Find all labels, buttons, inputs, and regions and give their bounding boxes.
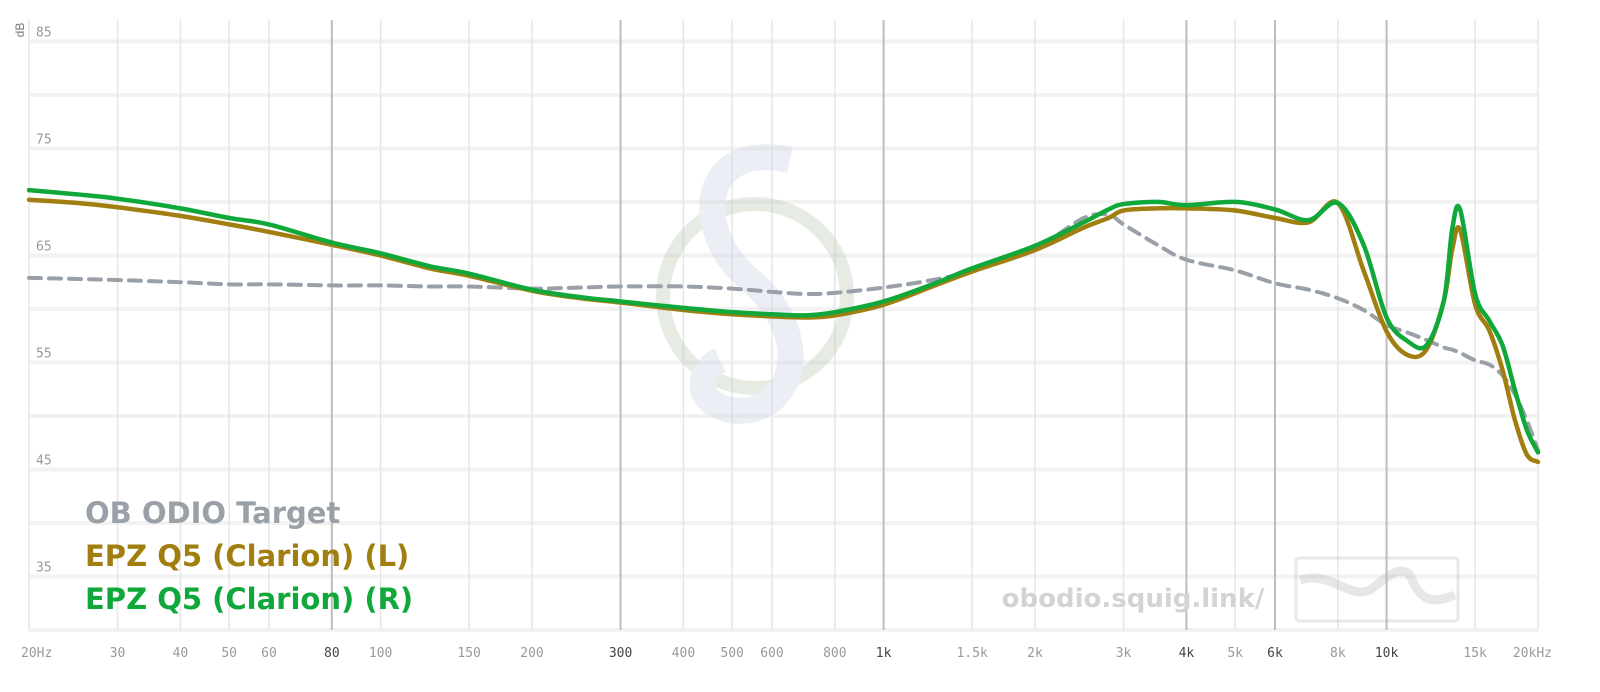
- x-tick-label: 60: [261, 646, 277, 661]
- y-tick-label: 45: [36, 453, 52, 468]
- y-tick-label: 75: [36, 132, 52, 147]
- x-tick-label: 150: [457, 646, 480, 661]
- watermark-text: obodio.squig.link/: [1002, 584, 1265, 614]
- x-tick-label: 50: [221, 646, 237, 661]
- x-tick-label: 15k: [1463, 646, 1487, 661]
- x-tick-label: 800: [823, 646, 846, 661]
- x-tick-label: 300: [609, 646, 632, 661]
- y-tick-label: 55: [36, 346, 52, 361]
- x-tick-label: 80: [324, 646, 340, 661]
- x-tick-label: 200: [520, 646, 543, 661]
- watermark-logo: [656, 144, 1460, 623]
- x-tick-label: 20kHz: [1513, 646, 1552, 661]
- x-tick-label: 4k: [1179, 646, 1195, 661]
- y-axis-label: dB: [13, 23, 27, 38]
- x-tick-label: 40: [173, 646, 189, 661]
- x-tick-label: 20Hz: [21, 646, 52, 661]
- x-tick-label: 3k: [1116, 646, 1132, 661]
- x-tick-label: 10k: [1375, 646, 1399, 661]
- legend-entry: EPZ Q5 (Clarion) (L): [85, 539, 409, 573]
- legend-entry: EPZ Q5 (Clarion) (R): [85, 582, 413, 616]
- x-tick-label: 500: [720, 646, 743, 661]
- grid: [28, 20, 1539, 632]
- x-tick-label: 5k: [1227, 646, 1243, 661]
- frequency-response-line: [26, 187, 1541, 455]
- x-tick-label: 100: [369, 646, 392, 661]
- x-tick-label: 30: [110, 646, 126, 661]
- y-tick-label: 85: [36, 25, 52, 40]
- x-tick-label: 1k: [876, 646, 892, 661]
- legend-entry: OB ODIO Target: [85, 496, 340, 530]
- y-tick-label: 65: [36, 239, 52, 254]
- x-tick-label: 600: [760, 646, 783, 661]
- x-tick-label: 2k: [1027, 646, 1043, 661]
- x-tick-label: 1.5k: [956, 646, 987, 661]
- x-tick-label: 6k: [1267, 646, 1283, 661]
- x-tick-label: 400: [672, 646, 695, 661]
- y-tick-label: 35: [36, 560, 52, 575]
- x-tick-label: 8k: [1330, 646, 1346, 661]
